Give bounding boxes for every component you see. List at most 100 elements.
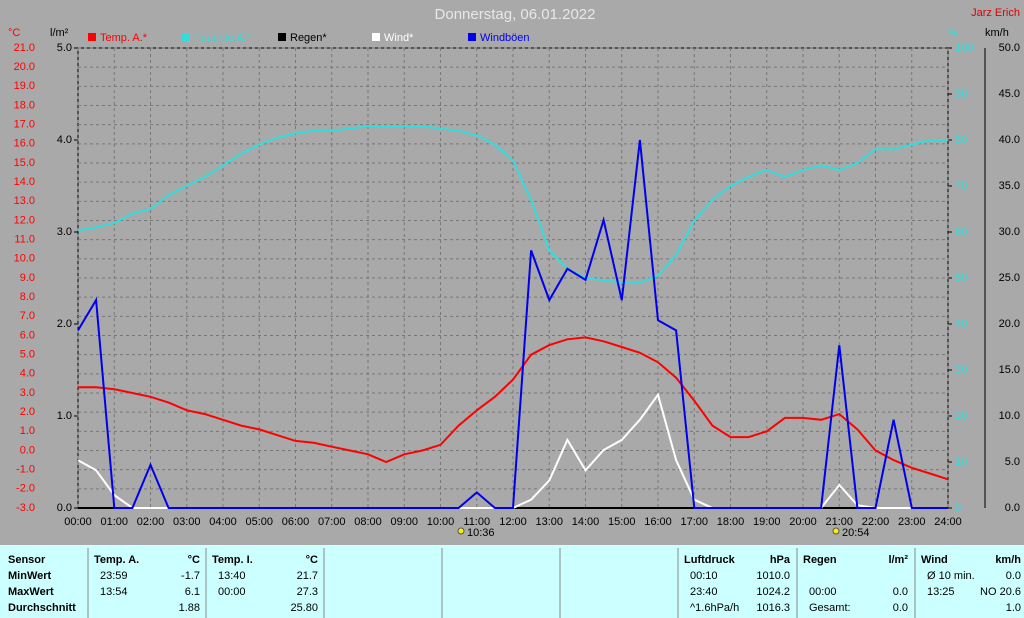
unit-label: km/h bbox=[985, 27, 1009, 39]
x-tick-label: 11:00 bbox=[463, 516, 490, 528]
table-row-label: MinWert bbox=[8, 570, 52, 582]
y3-tick-label: 100 bbox=[955, 42, 973, 54]
y2-tick-label: 2.0 bbox=[57, 318, 72, 330]
series-line bbox=[77, 125, 948, 284]
unit-label: % bbox=[948, 27, 958, 39]
y-tick-label: 11.0 bbox=[14, 234, 35, 246]
y2-tick-label: 4.0 bbox=[57, 134, 72, 146]
annotation: 10:36 bbox=[467, 527, 495, 539]
x-tick-label: 24:00 bbox=[934, 516, 962, 528]
y-tick-label: -2.0 bbox=[16, 483, 35, 495]
y-tick-label: 0.0 bbox=[20, 444, 35, 456]
legend-label: Windböen bbox=[480, 32, 530, 44]
legend-swatch bbox=[468, 33, 476, 41]
y3-tick-label: 0 bbox=[955, 502, 961, 514]
x-tick-label: 02:00 bbox=[137, 516, 165, 528]
table-cell: 1016.3 bbox=[756, 602, 790, 614]
table-cell: 13:54 bbox=[100, 586, 128, 598]
y-tick-label: -1.0 bbox=[16, 464, 35, 476]
x-tick-label: 15:00 bbox=[608, 516, 636, 528]
table-cell: 27.3 bbox=[297, 586, 318, 598]
table-cell: 1024.2 bbox=[756, 586, 790, 598]
table-separators bbox=[87, 548, 916, 618]
table-row-label: Durchschnitt bbox=[8, 602, 76, 614]
table-unit: °C bbox=[188, 554, 200, 566]
table-cell: 13:40 bbox=[218, 570, 246, 582]
y3-tick-label: 90 bbox=[955, 88, 967, 100]
sunset-icon bbox=[832, 527, 840, 535]
y4-tick-label: 25.0 bbox=[999, 272, 1020, 284]
y-tick-label: 5.0 bbox=[20, 349, 35, 361]
table-cell: 1.88 bbox=[179, 602, 200, 614]
x-tick-label: 12:00 bbox=[499, 516, 527, 528]
y-tick-label: 7.0 bbox=[20, 310, 35, 322]
table-cell: 0.0 bbox=[893, 586, 908, 598]
y3-tick-label: 40 bbox=[955, 318, 967, 330]
y3-tick-label: 50 bbox=[955, 272, 967, 284]
y4-tick-label: 15.0 bbox=[999, 364, 1020, 376]
legend-swatch bbox=[88, 33, 96, 41]
table-background bbox=[0, 545, 1024, 618]
x-tick-label: 01:00 bbox=[100, 516, 128, 528]
y-tick-label: 3.0 bbox=[20, 387, 35, 399]
y-tick-label: 20.0 bbox=[14, 61, 35, 73]
y4-tick-label: 45.0 bbox=[999, 88, 1020, 100]
y3-tick-label: 10 bbox=[955, 456, 967, 468]
table-header: Wind bbox=[921, 554, 948, 566]
y-tick-label: 19.0 bbox=[14, 80, 35, 92]
y-tick-label: 2.0 bbox=[20, 406, 35, 418]
y-tick-label: 21.0 bbox=[14, 42, 35, 54]
y3-tick-label: 80 bbox=[955, 134, 967, 146]
table-header: Luftdruck bbox=[684, 554, 736, 566]
table-cell: 0.0 bbox=[1006, 570, 1021, 582]
legend-swatch bbox=[182, 33, 190, 41]
x-tick-label: 09:00 bbox=[390, 516, 418, 528]
y2-tick-label: 1.0 bbox=[57, 410, 72, 422]
y-tick-label: 15.0 bbox=[14, 157, 35, 169]
x-tick-label: 06:00 bbox=[282, 516, 310, 528]
x-tick-label: 21:00 bbox=[825, 516, 853, 528]
y-tick-label: 1.0 bbox=[20, 425, 35, 437]
unit-label: °C bbox=[8, 27, 20, 39]
table-header: Temp. A. bbox=[94, 554, 139, 566]
x-tick-label: 19:00 bbox=[753, 516, 781, 528]
x-tick-label: 14:00 bbox=[572, 516, 600, 528]
y4-tick-label: 50.0 bbox=[999, 42, 1020, 54]
table-cell: ^1.6hPa/h bbox=[690, 602, 739, 614]
legend-swatch bbox=[278, 33, 286, 41]
table-cell: 21.7 bbox=[297, 570, 318, 582]
table-cell: 13:25 bbox=[927, 586, 955, 598]
legend-swatch bbox=[372, 33, 380, 41]
table-cell: 00:00 bbox=[218, 586, 246, 598]
x-tick-label: 13:00 bbox=[535, 516, 563, 528]
y-tick-label: 10.0 bbox=[14, 253, 35, 265]
chart-title: Donnerstag, 06.01.2022 bbox=[435, 6, 596, 23]
table-unit: l/m² bbox=[888, 554, 908, 566]
y2-tick-label: 5.0 bbox=[57, 42, 72, 54]
y-tick-label: 12.0 bbox=[14, 214, 35, 226]
y-tick-label: 9.0 bbox=[20, 272, 35, 284]
y4-tick-label: 5.0 bbox=[1005, 456, 1020, 468]
x-tick-label: 07:00 bbox=[318, 516, 346, 528]
table-unit: °C bbox=[306, 554, 318, 566]
table-header: Sensor bbox=[8, 554, 46, 566]
y-tick-label: 13.0 bbox=[14, 195, 35, 207]
series-line bbox=[77, 139, 948, 509]
x-tick-label: 04:00 bbox=[209, 516, 237, 528]
table-cell: 25.80 bbox=[290, 602, 318, 614]
table-cell: 00:10 bbox=[690, 570, 718, 582]
x-tick-label: 00:00 bbox=[64, 516, 92, 528]
x-tick-label: 16:00 bbox=[644, 516, 672, 528]
y2-tick-label: 0.0 bbox=[57, 502, 72, 514]
legend-label: Feuchte A.* bbox=[194, 32, 252, 44]
y-tick-label: -3.0 bbox=[16, 502, 35, 514]
y-tick-label: 17.0 bbox=[14, 119, 35, 131]
table-cell: 00:00 bbox=[809, 586, 837, 598]
y-tick-label: 14.0 bbox=[14, 176, 35, 188]
series-line bbox=[78, 336, 949, 481]
author: Jarz Erich bbox=[971, 7, 1020, 19]
table-cell: 1010.0 bbox=[756, 570, 790, 582]
y4-tick-label: 30.0 bbox=[999, 226, 1020, 238]
y3-tick-label: 60 bbox=[955, 226, 967, 238]
y4-tick-label: 40.0 bbox=[999, 134, 1020, 146]
